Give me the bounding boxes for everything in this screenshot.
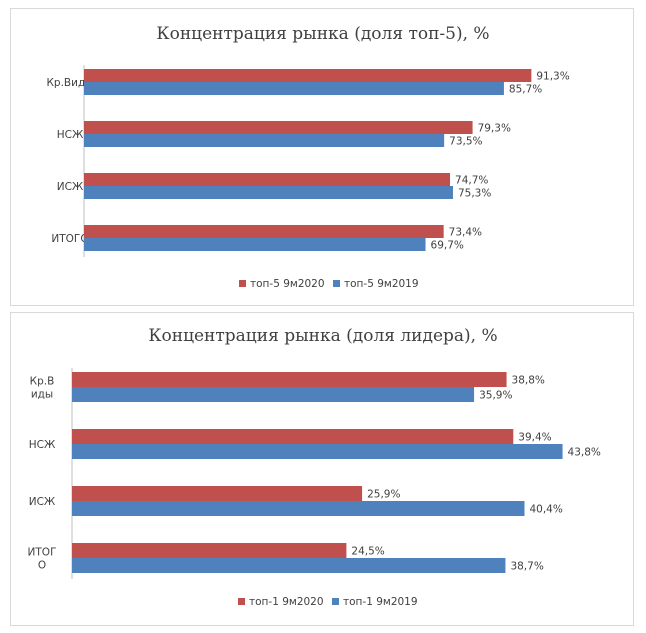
bar-previous (84, 186, 453, 199)
data-label: 39,4% (518, 432, 551, 444)
data-label: 69,7% (431, 240, 464, 252)
data-label: 35,9% (479, 390, 512, 402)
bar-previous (84, 134, 445, 147)
bar-current (72, 372, 507, 387)
bar-current (84, 173, 451, 186)
legend-label: топ-1 9м2020 (249, 596, 324, 608)
bar-current (72, 543, 347, 558)
data-label: 79,3% (478, 123, 511, 135)
data-label: 74,7% (455, 175, 488, 187)
legend-swatch (239, 280, 246, 287)
legend-label: топ-5 9м2019 (344, 278, 419, 290)
chart-title: Концентрация рынка (доля лидера), % (148, 326, 497, 346)
data-label: 73,4% (449, 227, 482, 239)
legend-label: топ-1 9м2019 (343, 596, 418, 608)
bar-previous (72, 501, 525, 516)
legend-swatch (238, 598, 245, 605)
legend-label: топ-5 9м2020 (250, 278, 325, 290)
data-label: 75,3% (458, 188, 491, 200)
bar-current (84, 225, 444, 238)
category-label: ИТОГО (51, 233, 88, 245)
category-label: О (38, 560, 46, 572)
data-label: 91,3% (536, 71, 569, 83)
bar-previous (72, 387, 475, 402)
category-label: Кр.В (30, 376, 55, 388)
category-label: ИСЖ (29, 496, 56, 508)
chart-top5: Концентрация рынка (доля топ-5), % Кр.Ви… (46, 24, 569, 290)
legend-swatch (332, 598, 339, 605)
bar-previous (72, 444, 563, 459)
category-label: НСЖ (57, 129, 84, 141)
category-label: НСЖ (29, 439, 56, 451)
bar-current (72, 486, 363, 501)
data-label: 43,8% (568, 447, 601, 459)
legend-swatch (333, 280, 340, 287)
data-label: 38,7% (510, 561, 543, 573)
bar-current (84, 121, 473, 134)
data-label: 73,5% (449, 136, 482, 148)
category-label: иды (31, 389, 53, 401)
data-label: 24,5% (351, 546, 384, 558)
bar-current (72, 429, 514, 444)
category-label: ИТОГ (28, 547, 57, 559)
category-label: Кр.Виды (46, 77, 93, 89)
bar-previous (84, 82, 504, 95)
chart-title: Концентрация рынка (доля топ-5), % (156, 24, 489, 44)
chart-leader: Концентрация рынка (доля лидера), % Кр.В… (28, 326, 601, 608)
chart-panel-leader: Концентрация рынка (доля лидера), % Кр.В… (10, 312, 634, 626)
category-label: ИСЖ (57, 181, 84, 193)
bar-current (84, 69, 532, 82)
data-label: 38,8% (512, 375, 545, 387)
data-label: 40,4% (529, 504, 562, 516)
data-label: 25,9% (367, 489, 400, 501)
chart-panel-top5: Концентрация рынка (доля топ-5), % Кр.Ви… (10, 8, 634, 306)
data-label: 85,7% (509, 84, 542, 96)
bar-previous (72, 558, 506, 573)
bar-previous (84, 238, 426, 251)
